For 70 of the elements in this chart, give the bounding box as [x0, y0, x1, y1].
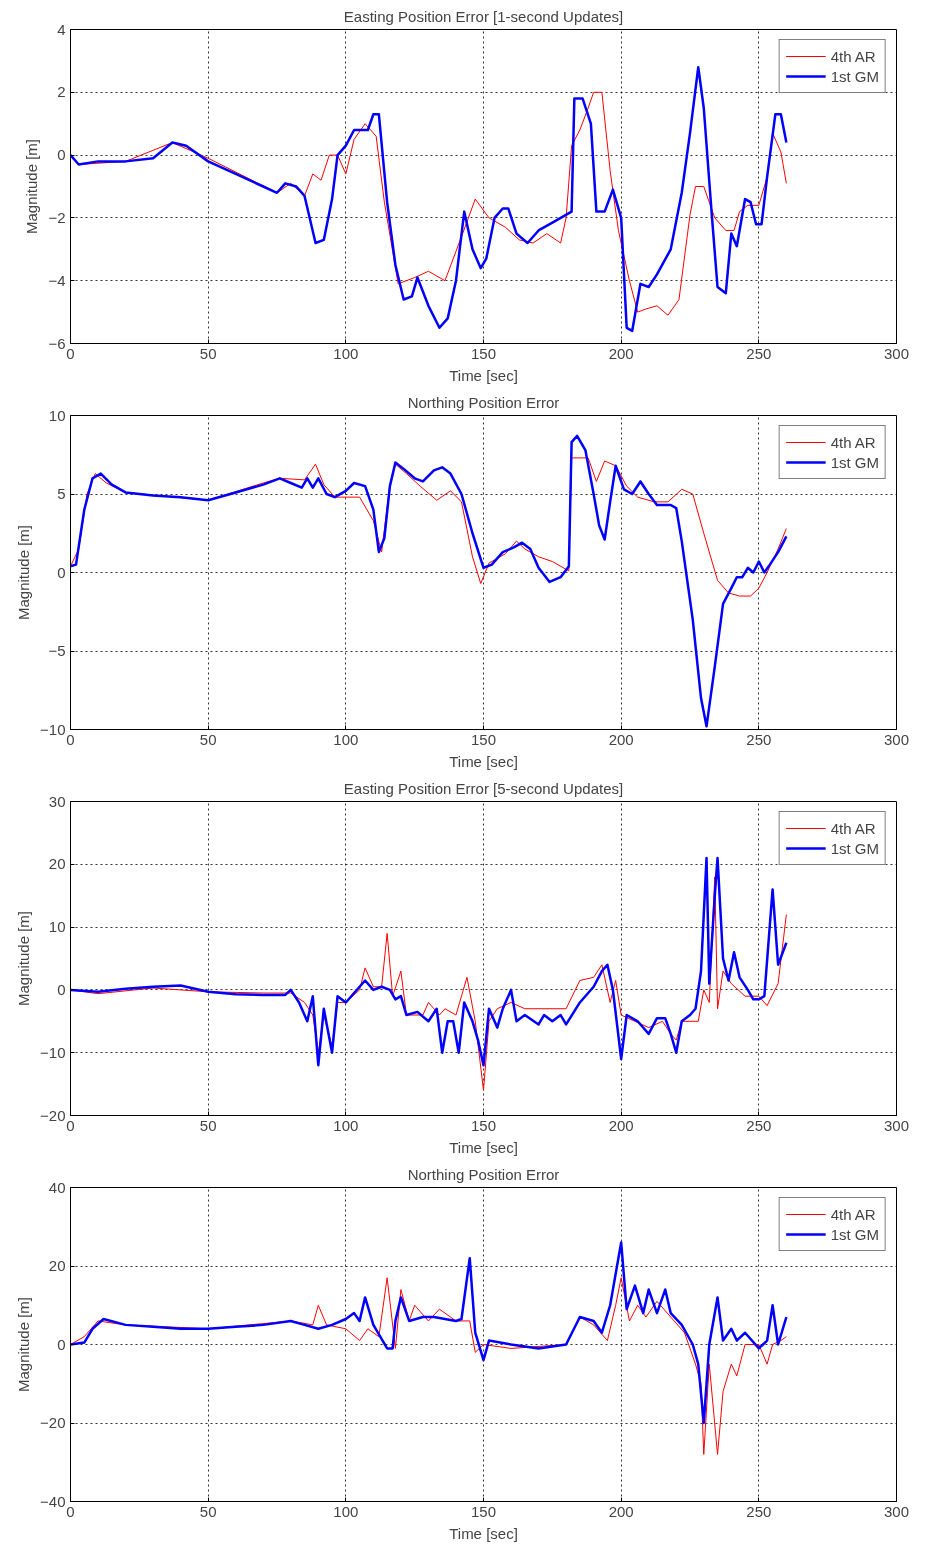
y-tick-label: 40 — [48, 1178, 66, 1196]
y-tick-label: −10 — [40, 720, 66, 738]
line-series — [70, 434, 788, 728]
y-tick-label: −4 — [48, 271, 66, 289]
x-tick-label: 250 — [746, 1116, 772, 1134]
x-tick-label: 300 — [883, 1502, 910, 1520]
y-tick-label: 4 — [57, 20, 66, 38]
x-tick-label: 200 — [608, 730, 634, 748]
y-tick-label: 10 — [48, 406, 66, 424]
chart-title: Northing Position Error — [407, 1165, 560, 1183]
y-tick-label: −40 — [40, 1492, 66, 1510]
legend-label: 4th AR — [830, 433, 876, 451]
x-tick-label: 50 — [199, 1116, 217, 1134]
x-tick-label: 100 — [333, 344, 359, 362]
legend-label: 4th AR — [830, 819, 876, 837]
x-axis-title: Time [sec] — [449, 366, 518, 384]
chart-title: Northing Position Error — [407, 393, 560, 411]
x-tick-label: 150 — [470, 730, 497, 748]
legend-label: 4th AR — [830, 1205, 876, 1223]
x-tick-label: 150 — [470, 344, 497, 362]
line-series — [70, 856, 788, 1067]
x-tick-label: 50 — [199, 1502, 217, 1520]
chart-title: Easting Position Error [5-second Updates] — [343, 779, 624, 797]
y-axis-title: Magnitude [m] — [23, 138, 41, 235]
y-axis-title: Magnitude [m] — [15, 1296, 33, 1393]
x-tick-label: 250 — [746, 344, 772, 362]
y-tick-label: 5 — [57, 485, 66, 502]
x-tick-label: 200 — [608, 1116, 634, 1134]
x-tick-label: 100 — [333, 1116, 359, 1134]
x-tick-label: 300 — [883, 1116, 910, 1134]
x-tick-label: 100 — [333, 1502, 359, 1520]
x-axis-title: Time [sec] — [449, 1524, 518, 1542]
y-tick-label: −20 — [40, 1106, 66, 1124]
x-tick-label: 200 — [608, 1502, 634, 1520]
x-tick-label: 250 — [746, 1502, 772, 1520]
y-tick-label: 0 — [57, 146, 66, 164]
x-tick-label: 50 — [199, 730, 217, 748]
y-tick-label: −20 — [40, 1414, 66, 1431]
legend-label: 4th AR — [830, 47, 876, 65]
y-tick-label: 20 — [48, 1257, 66, 1274]
x-tick-label: 50 — [199, 344, 217, 362]
x-tick-label: 100 — [333, 730, 359, 748]
y-tick-label: 30 — [48, 792, 66, 810]
legend-label: 1st GM — [830, 67, 879, 85]
x-tick-label: 150 — [470, 1502, 497, 1520]
y-tick-label: 0 — [57, 1335, 66, 1353]
legend-label: 1st GM — [830, 453, 879, 471]
y-tick-label: −5 — [48, 642, 66, 659]
legend-label: 1st GM — [830, 839, 879, 857]
y-tick-label: 20 — [48, 855, 66, 873]
y-tick-label: −6 — [48, 334, 66, 352]
x-axis-title: Time [sec] — [449, 1138, 518, 1156]
y-tick-label: −10 — [40, 1043, 66, 1061]
legend-label: 1st GM — [830, 1225, 879, 1243]
x-tick-label: 300 — [883, 344, 910, 362]
y-tick-label: 10 — [48, 918, 66, 936]
line-series — [70, 65, 788, 333]
x-tick-label: 150 — [470, 1116, 497, 1134]
chart-title: Easting Position Error [1-second Updates] — [343, 7, 624, 25]
x-tick-label: 250 — [746, 730, 772, 748]
x-axis-title: Time [sec] — [449, 752, 518, 770]
y-tick-label: 0 — [57, 563, 66, 581]
y-axis-title: Magnitude [m] — [15, 524, 33, 621]
x-tick-label: 300 — [883, 730, 910, 748]
y-tick-label: 2 — [57, 83, 66, 101]
x-tick-label: 200 — [608, 344, 634, 362]
y-tick-label: −2 — [48, 208, 66, 226]
y-tick-label: 0 — [57, 980, 66, 998]
y-axis-title: Magnitude [m] — [15, 910, 33, 1007]
line-series — [70, 1241, 788, 1425]
